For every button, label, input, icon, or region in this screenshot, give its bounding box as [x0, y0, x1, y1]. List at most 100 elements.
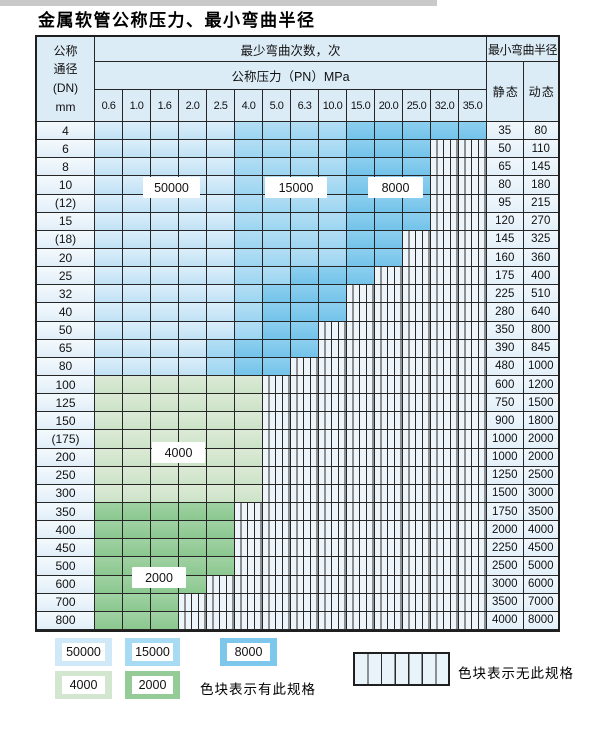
spec-cell — [123, 158, 151, 177]
no-spec-cell — [263, 466, 291, 485]
no-spec-cell — [431, 521, 459, 540]
spec-cell — [179, 140, 207, 159]
no-spec-cell — [431, 448, 459, 467]
spec-cell — [151, 357, 179, 376]
legend-value: 2000 — [132, 676, 173, 694]
no-spec-cell — [459, 194, 487, 213]
no-spec-cell — [431, 158, 459, 177]
dn-cell: 20 — [37, 248, 95, 268]
spec-cell — [179, 357, 207, 376]
static-radius-value: 1500 — [487, 484, 524, 503]
no-spec-cell — [319, 611, 347, 630]
spec-cell — [207, 357, 235, 376]
no-spec-cell — [403, 303, 431, 322]
spec-cell — [123, 321, 151, 340]
spec-cell — [347, 230, 375, 249]
no-spec-cell — [375, 575, 403, 594]
spec-cell — [207, 521, 235, 540]
no-spec-cell — [375, 557, 403, 576]
spec-cell — [151, 230, 179, 249]
spec-cell — [95, 230, 123, 249]
spec-cell — [151, 611, 179, 630]
no-spec-cell — [431, 611, 459, 630]
pressure-tick: 2.0 — [179, 90, 207, 122]
no-spec-cell — [375, 321, 403, 340]
spec-cell — [403, 140, 431, 159]
no-spec-cell — [403, 611, 431, 630]
static-radius-value: 35 — [487, 122, 524, 141]
no-spec-cell — [431, 484, 459, 503]
no-spec-cell — [179, 593, 207, 612]
cycle-count-label: 8000 — [368, 177, 423, 198]
dn-header-line: (DN) — [52, 81, 79, 95]
pressure-tick: 20.0 — [375, 90, 403, 122]
spec-cell — [235, 267, 263, 286]
spec-cell — [235, 212, 263, 231]
spec-cell — [123, 267, 151, 286]
dn-cell: 300 — [37, 484, 95, 503]
no-spec-cell — [263, 484, 291, 503]
no-spec-cell — [375, 521, 403, 540]
spec-cell — [235, 140, 263, 159]
spec-cell — [95, 375, 123, 395]
no-spec-cell — [235, 539, 263, 558]
spec-cell — [263, 357, 291, 376]
dn-cell: 400 — [37, 521, 95, 540]
legend-box: 2000 — [125, 671, 180, 699]
spec-cell — [263, 285, 291, 304]
spec-cell — [235, 303, 263, 322]
spec-cell — [263, 194, 291, 213]
spec-cell — [207, 412, 235, 431]
spec-cell — [179, 539, 207, 558]
spec-cell — [207, 448, 235, 467]
dynamic-radius-value: 510 — [523, 285, 558, 304]
no-spec-cell — [319, 339, 347, 358]
legend-value: 15000 — [132, 643, 173, 661]
spec-cell — [319, 158, 347, 177]
spec-cell — [179, 502, 207, 522]
spec-cell — [263, 158, 291, 177]
spec-cell — [319, 230, 347, 249]
spec-cell — [123, 375, 151, 395]
static-radius-value: 1000 — [487, 448, 524, 467]
spec-cell — [291, 285, 319, 304]
spec-cell — [151, 303, 179, 322]
spec-cell — [403, 158, 431, 177]
no-spec-cell — [235, 575, 263, 594]
dn-cell: 125 — [37, 394, 95, 413]
spec-cell — [95, 176, 123, 195]
spec-cell — [207, 321, 235, 340]
no-spec-cell — [291, 575, 319, 594]
spec-cell — [263, 140, 291, 159]
no-spec-cell — [263, 394, 291, 413]
dynamic-radius-value: 2000 — [523, 448, 558, 467]
no-spec-cell — [459, 575, 487, 594]
page-title: 金属软管公称压力、最小弯曲半径 — [38, 11, 316, 31]
spec-cell — [179, 575, 207, 594]
dn-cell: 600 — [37, 575, 95, 594]
static-radius-value: 480 — [487, 357, 524, 376]
dn-cell: 50 — [37, 321, 95, 340]
spec-cell — [95, 321, 123, 340]
no-spec-cell — [403, 466, 431, 485]
no-spec-cell — [375, 430, 403, 449]
spec-cell — [151, 484, 179, 503]
no-spec-cell — [459, 176, 487, 195]
no-spec-cell — [403, 412, 431, 431]
no-spec-cell — [263, 593, 291, 612]
spec-cell — [263, 248, 291, 268]
no-spec-cell — [403, 285, 431, 304]
spec-cell — [207, 176, 235, 195]
spec-cell — [347, 122, 375, 141]
spec-cell — [179, 484, 207, 503]
no-spec-cell — [403, 448, 431, 467]
spec-cell — [263, 122, 291, 141]
static-radius-value: 350 — [487, 321, 524, 340]
spec-cell — [123, 412, 151, 431]
nominal-pressure-header: 公称压力（PN）MPa — [95, 62, 487, 90]
spec-cell — [235, 357, 263, 376]
spec-cell — [151, 212, 179, 231]
legend-value: 4000 — [62, 676, 105, 694]
no-spec-cell — [347, 484, 375, 503]
no-spec-cell — [375, 267, 403, 286]
